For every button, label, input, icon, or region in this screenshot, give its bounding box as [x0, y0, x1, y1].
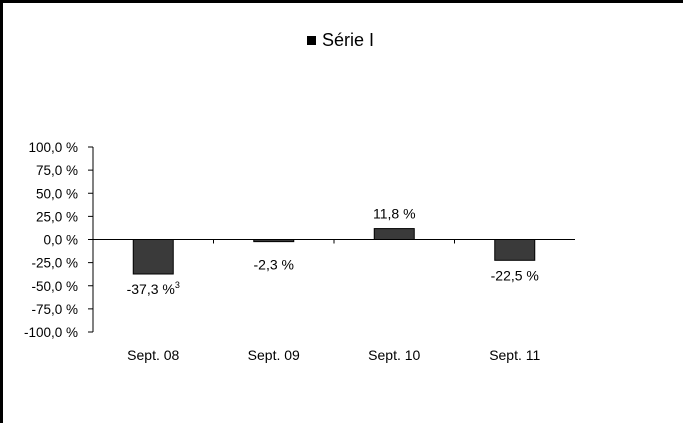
y-tick-label: 100,0 %	[28, 140, 78, 155]
y-tick-label: -75,0 %	[31, 302, 78, 317]
bar-sept-11	[494, 239, 536, 261]
x-tick-label: Sept. 08	[127, 347, 179, 363]
x-tick-labels: Sept. 08 Sept. 09 Sept. 10 Sept. 11	[127, 347, 540, 363]
y-tick-label: 25,0 %	[36, 209, 78, 224]
data-label-footnote: 3	[175, 280, 180, 290]
x-tick-label: Sept. 09	[248, 347, 300, 363]
legend-swatch	[307, 36, 316, 45]
axes: 100,0 % 75,0 % 50,0 % 25,0 % 0,0 % -25,0 % -50…	[24, 140, 575, 340]
x-tick-label: Sept. 10	[368, 347, 420, 363]
data-label: -37,3 %3	[127, 280, 180, 297]
x-tick-label: Sept. 11	[489, 347, 540, 363]
data-label: 11,8 %	[373, 206, 416, 222]
y-tick-label: -100,0 %	[24, 325, 78, 340]
y-tick-label: 0,0 %	[43, 233, 78, 248]
bar-sept-08	[132, 239, 174, 275]
bar-sept-10	[373, 228, 415, 241]
data-label: -2,3 %	[254, 257, 294, 273]
y-tick-label: 75,0 %	[36, 163, 78, 178]
bar-sept-09	[253, 239, 295, 243]
y-tick-label: 50,0 %	[36, 186, 78, 201]
y-tick-label: -25,0 %	[31, 256, 78, 271]
legend-label: Série I	[322, 30, 374, 50]
data-labels: -37,3 %3 -2,3 % 11,8 % -22,5 %	[127, 206, 539, 297]
y-tick-label: -50,0 %	[31, 279, 78, 294]
legend: Série I	[307, 30, 374, 50]
data-label: -22,5 %	[491, 267, 539, 283]
bars	[132, 228, 536, 275]
